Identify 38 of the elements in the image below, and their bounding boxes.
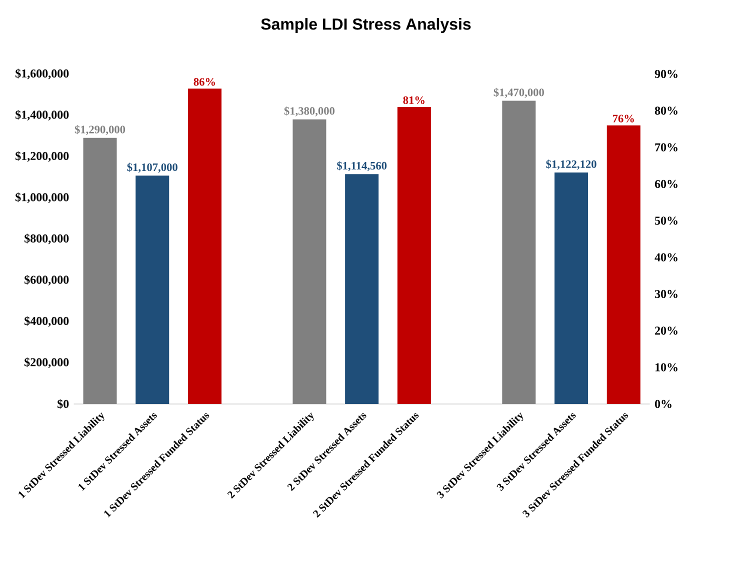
y2-tick-label: 70%	[655, 143, 678, 152]
bar	[292, 119, 326, 404]
y-tick-label: $800,000	[24, 234, 69, 244]
bar	[606, 125, 640, 404]
data-label: $1,122,120	[546, 160, 596, 170]
bar	[502, 100, 536, 404]
y2-tick-label: 60%	[654, 180, 678, 188]
y2-tick-label: 50%	[655, 216, 678, 225]
y-tick-label: $200,000	[24, 357, 69, 368]
y2-tick-label: 0%	[654, 400, 672, 408]
data-label: $1,470,000	[494, 88, 544, 98]
y2-tick-label: 80%	[654, 106, 678, 115]
bar	[397, 106, 431, 404]
bar	[188, 88, 222, 404]
y2-tick-label: 20%	[655, 326, 678, 335]
y-tick-label: $1,000,000	[16, 192, 69, 204]
data-label: $1,114,560	[337, 161, 387, 172]
bar	[83, 138, 117, 404]
y-tick-label: $400,000	[24, 316, 69, 327]
y-tick-label: $600,000	[24, 274, 69, 286]
data-label: $1,380,000	[284, 106, 335, 116]
bar	[554, 172, 588, 404]
y2-tick-label: 10%	[655, 363, 678, 372]
data-label: 86%	[194, 78, 215, 86]
data-label: $1,290,000	[74, 125, 126, 135]
data-label: 81%	[403, 96, 424, 104]
y2-tick-label: 40%	[654, 253, 678, 262]
y-tick-label: $1,400,000	[16, 110, 69, 121]
y2-tick-label: 90%	[654, 70, 678, 78]
data-label: $1,107,000	[127, 162, 178, 173]
bar	[136, 176, 170, 404]
y2-tick-label: 30%	[654, 290, 678, 298]
y-tick-label: $1,200,000	[16, 151, 69, 162]
y-tick-label: $0	[58, 399, 69, 409]
y-tick-label: $1,600,000	[16, 68, 69, 80]
chart-title: Sample LDI Stress Analysis	[261, 18, 471, 33]
bar	[345, 174, 379, 404]
data-label: 76%	[612, 114, 634, 122]
